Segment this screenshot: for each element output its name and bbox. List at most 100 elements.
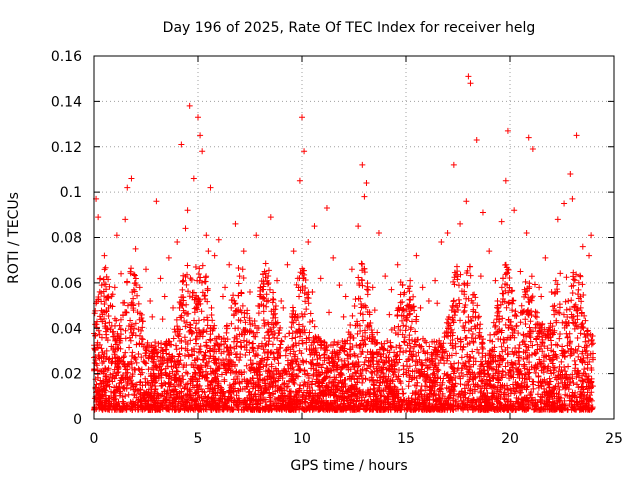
data-point [553, 317, 560, 324]
data-point [522, 316, 529, 323]
data-point [184, 370, 191, 377]
data-point [556, 335, 563, 342]
data-point [486, 364, 493, 371]
data-point [268, 308, 275, 315]
data-point [359, 333, 366, 340]
data-point [120, 312, 127, 319]
data-point [173, 346, 180, 353]
data-point [465, 358, 472, 365]
data-point [303, 387, 310, 394]
data-point [179, 286, 186, 293]
data-point [126, 344, 133, 351]
data-point [403, 323, 410, 330]
data-point [462, 335, 469, 342]
data-point [193, 292, 200, 299]
data-point [574, 291, 581, 298]
data-point [297, 382, 304, 389]
data-point [456, 300, 463, 307]
data-point [187, 337, 194, 344]
data-point [228, 304, 235, 311]
data-point [344, 337, 351, 344]
data-point [394, 376, 401, 383]
data-point [586, 358, 593, 365]
data-point [232, 325, 239, 332]
data-point [91, 310, 98, 317]
data-point [574, 335, 581, 342]
data-point [274, 335, 281, 342]
data-point [91, 395, 98, 402]
data-point [300, 358, 307, 365]
data-point [499, 275, 506, 282]
data-point [262, 342, 269, 349]
data-point [407, 296, 414, 303]
data-point [578, 325, 585, 332]
data-point [559, 319, 566, 326]
data-point [415, 394, 422, 401]
data-point [522, 278, 529, 285]
data-point [504, 386, 511, 393]
data-point [231, 311, 238, 318]
data-point [440, 375, 447, 382]
data-point [411, 338, 418, 345]
data-point [516, 341, 523, 348]
data-point [561, 397, 568, 404]
data-point [191, 345, 198, 352]
data-point [129, 349, 136, 356]
data-point [568, 297, 575, 304]
data-point [396, 348, 403, 355]
data-point [311, 323, 318, 330]
data-point [472, 335, 479, 342]
data-point [455, 282, 462, 289]
data-point [560, 311, 567, 318]
data-point [575, 343, 582, 350]
data-point [200, 316, 207, 323]
data-point [527, 334, 534, 341]
data-point [397, 299, 404, 306]
data-point [269, 331, 276, 338]
data-point [282, 333, 289, 340]
data-point [478, 377, 485, 384]
data-point [183, 369, 190, 376]
data-point [261, 334, 268, 341]
data-point [242, 319, 249, 326]
data-point [397, 327, 404, 334]
data-point [127, 326, 134, 333]
data-point [232, 301, 239, 308]
data-point [565, 363, 572, 370]
data-point [201, 278, 208, 285]
data-point [288, 324, 295, 331]
data-point [417, 344, 424, 351]
data-point [262, 260, 269, 267]
data-point [209, 317, 216, 324]
data-point [589, 350, 596, 357]
data-point [207, 337, 214, 344]
data-point [223, 329, 230, 336]
data-point [124, 278, 131, 285]
data-point [432, 344, 439, 351]
data-point [325, 354, 332, 361]
data-point [311, 338, 318, 345]
data-point [172, 342, 179, 349]
data-point [275, 377, 282, 384]
data-point [577, 330, 584, 337]
data-point [477, 358, 484, 365]
data-point [145, 366, 152, 373]
data-point [269, 341, 276, 348]
data-point [415, 349, 422, 356]
data-point [135, 350, 142, 357]
data-point [503, 270, 510, 277]
data-point [302, 298, 309, 305]
data-point [581, 331, 588, 338]
data-point [423, 339, 430, 346]
data-point [120, 384, 127, 391]
data-point [125, 391, 132, 398]
data-point [380, 370, 387, 377]
data-point [582, 317, 589, 324]
data-point [575, 286, 582, 293]
data-point [208, 312, 215, 319]
data-point [303, 306, 310, 313]
data-point [202, 368, 209, 375]
data-point [261, 320, 268, 327]
data-point [579, 377, 586, 384]
data-point [289, 335, 296, 342]
